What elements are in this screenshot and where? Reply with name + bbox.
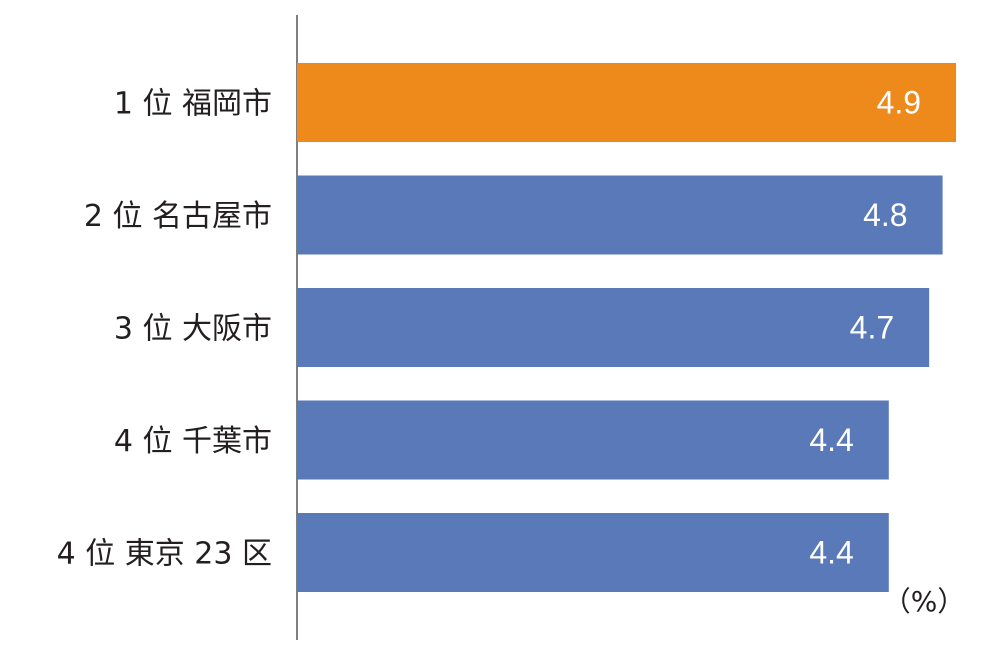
bars-group: 4.9 4.8 4.7 4.4 4.4 [297, 63, 957, 592]
unit-label: （%） [883, 585, 966, 618]
bar-value-label-5: 4.4 [809, 535, 853, 571]
category-label-2: 2 位 名古屋市 [84, 199, 272, 234]
bar-4 [297, 400, 889, 480]
bar-5 [297, 513, 889, 592]
bar-value-label-4: 4.4 [809, 422, 853, 458]
bar-2 [297, 175, 943, 255]
bar-value-label-2: 4.8 [863, 197, 907, 233]
category-label-5: 4 位 東京 23 区 [57, 537, 272, 572]
bar-1 [297, 63, 957, 142]
bar-3 [297, 288, 930, 367]
category-label-1: 1 位 福岡市 [114, 87, 272, 122]
bar-value-label-1: 4.9 [877, 85, 921, 121]
category-label-3: 3 位 大阪市 [114, 312, 272, 347]
category-labels-group: 1 位 福岡市 2 位 名古屋市 3 位 大阪市 4 位 千葉市 4 位 東京 23 区 [57, 87, 272, 572]
category-label-4: 4 位 千葉市 [114, 424, 272, 459]
bar-value-label-3: 4.7 [850, 310, 894, 346]
